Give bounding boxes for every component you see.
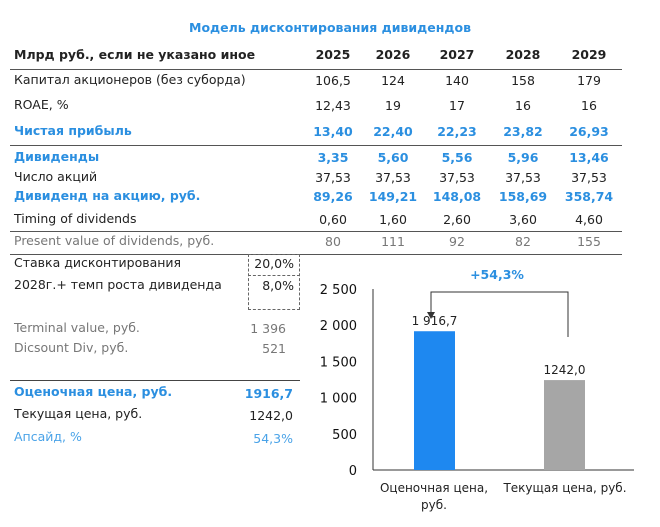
row-value: 5,60 (377, 150, 409, 165)
divider (10, 231, 622, 232)
y-tick-label: 2 000 (320, 319, 357, 334)
x-tick-label: Текущая цена, руб. (502, 481, 626, 495)
row-value: 37,53 (505, 170, 541, 185)
assumptions-divider (248, 275, 300, 276)
y-tick-label: 500 (332, 428, 357, 443)
row-value: 13,40 (313, 124, 353, 139)
row-label: Чистая прибыль (14, 123, 132, 138)
summary-label: Апсайд, % (14, 429, 82, 444)
row-value: 158 (511, 73, 535, 88)
summary-value: 1242,0 (249, 408, 293, 423)
assumption-label: Ставка дисконтирования (14, 255, 182, 270)
divider (10, 69, 622, 70)
row-label: Timing of dividends (14, 211, 137, 226)
year-header: 2025 (315, 47, 351, 62)
row-value: 12,43 (315, 98, 351, 113)
summary-value: 54,3% (253, 431, 293, 446)
row-value: 22,23 (437, 124, 477, 139)
summary-label: Текущая цена, руб. (14, 406, 143, 421)
row-label: Present value of dividends, руб. (14, 233, 215, 248)
upside-arrow (430, 291, 569, 337)
row-label: Число акций (14, 169, 98, 184)
row-value: 80 (325, 234, 341, 249)
year-header: 2029 (571, 47, 607, 62)
assumptions-box (248, 254, 300, 310)
divider (10, 254, 622, 255)
row-value: 0,60 (319, 212, 347, 227)
year-header: 2028 (505, 47, 541, 62)
row-value: 179 (577, 73, 601, 88)
valuation-value: 1 396 (250, 321, 286, 336)
row-value: 4,60 (575, 212, 603, 227)
row-label: Капитал акционеров (без суборда) (14, 72, 246, 87)
row-label: Дивиденд на акцию, руб. (14, 188, 201, 203)
row-value: 1,60 (379, 212, 407, 227)
row-label: ROAE, % (14, 97, 69, 112)
row-value: 16 (581, 98, 597, 113)
y-tick-label: 1 500 (320, 355, 357, 370)
assumption-value: 20,0% (254, 256, 294, 271)
row-value: 3,35 (317, 150, 349, 165)
year-header: 2027 (439, 47, 475, 62)
row-value: 37,53 (375, 170, 411, 185)
divider (10, 380, 300, 381)
row-value: 149,21 (368, 189, 418, 204)
row-value: 17 (449, 98, 465, 113)
row-value: 37,53 (439, 170, 475, 185)
bar (544, 380, 585, 470)
row-value: 19 (385, 98, 401, 113)
row-label: Дивиденды (14, 149, 100, 164)
row-value: 3,60 (509, 212, 537, 227)
row-value: 23,82 (503, 124, 543, 139)
row-value: 158,69 (498, 189, 548, 204)
row-value: 37,53 (315, 170, 351, 185)
divider (10, 145, 622, 146)
row-value: 82 (515, 234, 531, 249)
row-value: 22,40 (373, 124, 413, 139)
row-value: 2,60 (443, 212, 471, 227)
y-tick-label: 1 000 (320, 392, 357, 407)
valuation-label: Terminal value, руб. (14, 320, 140, 335)
data-label: 1242,0 (544, 363, 586, 377)
row-value: 124 (381, 73, 405, 88)
row-value: 92 (449, 234, 465, 249)
page-title: Модель дисконтирования дивидендов (189, 20, 471, 35)
summary-label: Оценочная цена, руб. (14, 384, 173, 399)
valuation-label: Dicsount Div, руб. (14, 340, 129, 355)
valuation-value: 521 (262, 341, 286, 356)
summary-value: 1916,7 (244, 386, 293, 401)
row-value: 26,93 (569, 124, 609, 139)
x-tick-label: Оценочная цена, руб. (380, 481, 488, 512)
year-header: 2026 (375, 47, 411, 62)
row-value: 106,5 (315, 73, 351, 88)
bar (414, 331, 455, 470)
y-tick-label: 0 (349, 464, 357, 479)
assumption-value: 8,0% (262, 278, 294, 293)
row-value: 5,56 (441, 150, 473, 165)
row-value: 155 (577, 234, 601, 249)
row-value: 5,96 (507, 150, 539, 165)
row-value: 148,08 (432, 189, 482, 204)
row-value: 111 (381, 234, 405, 249)
arrow-head-icon (427, 312, 435, 319)
row-value: 16 (515, 98, 531, 113)
row-value: 358,74 (564, 189, 614, 204)
y-tick-label: 2 500 (320, 283, 357, 298)
upside-annotation: +54,3% (470, 267, 524, 282)
row-value: 37,53 (571, 170, 607, 185)
row-value: 140 (445, 73, 469, 88)
table-header-label: Млрд руб., если не указано иное (14, 47, 256, 62)
assumption-label: 2028г.+ темп роста дивиденда (14, 277, 222, 292)
row-value: 13,46 (569, 150, 609, 165)
row-value: 89,26 (313, 189, 353, 204)
data-label: 1 916,7 (412, 314, 458, 328)
